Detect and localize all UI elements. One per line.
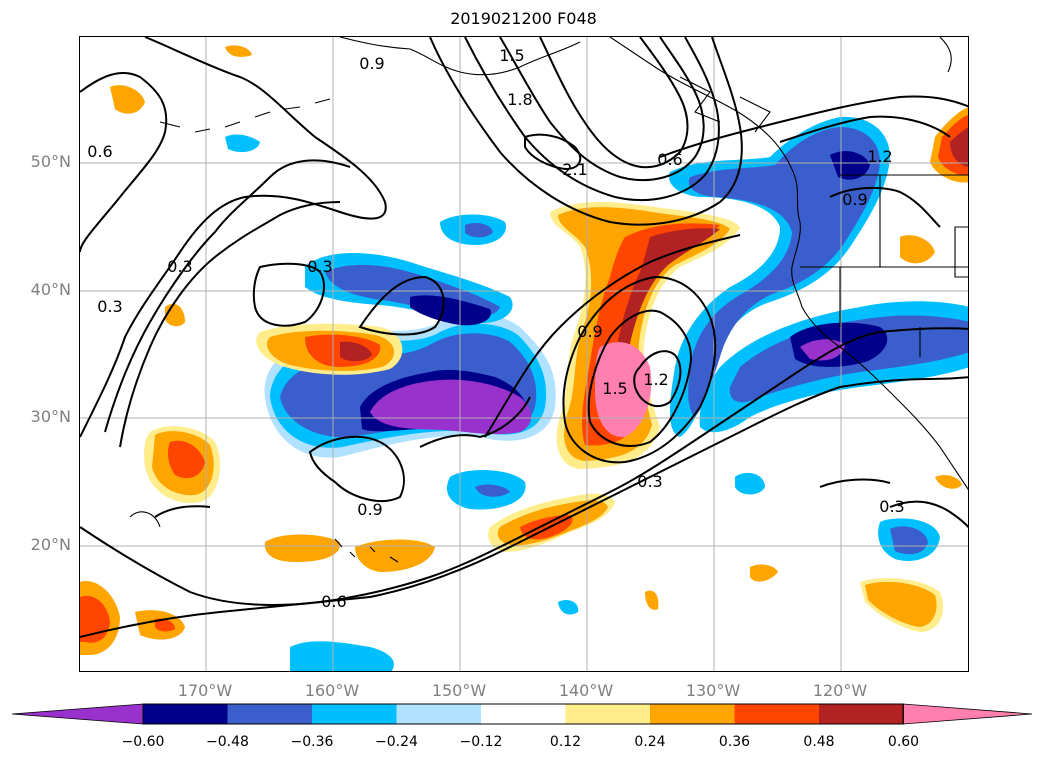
colorbar-border [142,703,904,725]
colorbar-tick-label: −0.36 [290,734,334,750]
contour-label: 0.9 [359,54,384,73]
colorbar-segment [734,704,819,724]
contour-label: 1.8 [507,90,532,109]
colorbar-segment [227,704,312,724]
map-panel: 0.9 1.5 1.8 2.1 0.6 0.6 0.9 1.2 0.3 0.3 … [79,36,969,672]
colorbar-segment [312,704,397,724]
colorbar-extend-high [903,703,1033,725]
lat-label-20n: 20°N [30,535,71,554]
contour-label: 0.3 [637,472,662,491]
colorbar-segment [143,704,228,724]
colorbar-segment [819,704,904,724]
lat-label-40n: 40°N [30,280,71,299]
colorbar-tick-label: 0.48 [803,734,835,750]
colorbar-extend-low [11,703,144,725]
contour-label: 0.6 [657,150,682,169]
map-title: 2019021200 F048 [450,9,597,28]
colorbar-segments [11,703,1033,725]
colorbar-segment [396,704,481,724]
contour-label: 1.2 [643,370,668,389]
colorbar-tick-label: 0.36 [718,734,751,750]
contour-lines [80,37,968,638]
contour-label: 0.9 [842,190,867,209]
contour-label: 0.3 [307,257,332,276]
colorbar-tick-label: −0.60 [121,734,165,750]
colorbar [11,703,1033,725]
colorbar-tick-label: −0.12 [459,734,503,750]
coastlines [129,37,968,563]
lon-label-150w: 150°W [431,681,487,700]
lat-label-30n: 30°N [30,407,71,426]
lon-label-160w: 160°W [304,681,360,700]
colorbar-segment [650,704,735,724]
contour-label: 1.2 [867,147,892,166]
lon-label-130w: 130°W [685,681,741,700]
lon-label-120w: 120°W [812,681,868,700]
colorbar-tick-label: −0.24 [375,734,418,750]
lon-label-140w: 140°W [558,681,614,700]
colorbar-segment [565,704,650,724]
colorbar-tick-label: 0.12 [549,734,582,750]
contour-label: 0.3 [879,497,904,516]
colorbar-segment [481,704,566,724]
shaded-anomaly-fields [80,45,968,671]
contour-label: 0.9 [577,322,602,341]
contour-labels: 0.9 1.5 1.8 2.1 0.6 0.6 0.9 1.2 0.3 0.3 … [87,46,904,611]
contour-label: 0.9 [357,500,382,519]
contour-label: 1.5 [602,379,627,398]
contour-label: 0.3 [97,297,122,316]
colorbar-tick-label: 0.24 [634,734,666,750]
colorbar-tick-label: −0.48 [206,734,249,750]
colorbar-tick-label: 0.60 [887,734,920,750]
contour-label: 1.5 [499,46,524,65]
graticule [80,37,968,671]
contour-label: 0.6 [87,142,112,161]
map-canvas: 0.9 1.5 1.8 2.1 0.6 0.6 0.9 1.2 0.3 0.3 … [80,37,968,671]
lon-label-170w: 170°W [177,681,233,700]
contour-label: 2.1 [562,160,587,179]
contour-label: 0.6 [321,592,346,611]
contour-label: 0.3 [167,257,192,276]
lat-label-50n: 50°N [30,152,71,171]
